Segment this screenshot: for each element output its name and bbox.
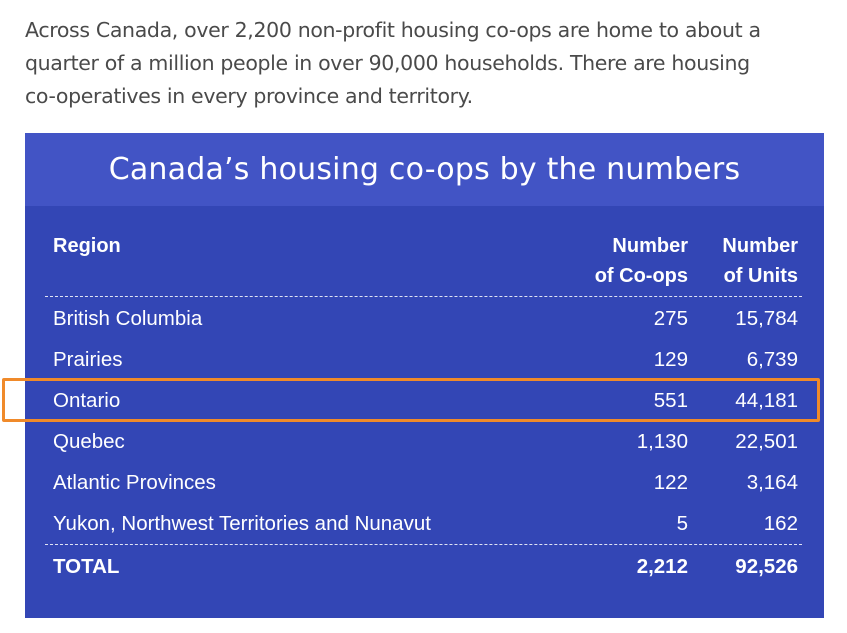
row-region: Prairies [53, 348, 123, 371]
header-region: Region [53, 235, 121, 257]
intro-paragraph: Across Canada, over 2,200 non-profit hou… [25, 14, 815, 113]
table-header-row: Region Number of Co-ops Number of Units [45, 206, 802, 296]
row-units: 3,164 [746, 471, 798, 494]
row-coops: 5 [676, 512, 688, 535]
row-region: Quebec [53, 430, 125, 453]
table-row: Atlantic Provinces 122 3,164 [45, 462, 802, 503]
intro-line: quarter of a million people in over 90,0… [25, 51, 750, 75]
table-row: Ontario 551 44,181 [45, 380, 802, 421]
header-units-line1: Number [722, 235, 798, 257]
card-header: Canada’s housing co-ops by the numbers [25, 133, 824, 206]
table-row: British Columbia 275 15,784 [45, 298, 802, 339]
row-units: 6,739 [746, 348, 798, 371]
header-number-of-units: Number of Units [688, 231, 798, 291]
row-region: Yukon, Northwest Territories and Nunavut [53, 512, 431, 535]
intro-line: co-operatives in every province and terr… [25, 84, 473, 108]
header-coops-line1: Number [612, 235, 688, 257]
table-row: Yukon, Northwest Territories and Nunavut… [45, 503, 802, 544]
total-label: TOTAL [53, 555, 120, 578]
row-coops: 122 [653, 471, 688, 494]
row-coops: 551 [653, 389, 688, 412]
intro-line: Across Canada, over 2,200 non-profit hou… [25, 18, 761, 42]
table-row: Prairies 129 6,739 [45, 339, 802, 380]
row-units: 15,784 [735, 307, 798, 330]
row-units: 22,501 [735, 430, 798, 453]
ontario-row-highlight [2, 378, 820, 422]
coop-stats-table: Region Number of Co-ops Number of Units … [45, 206, 802, 578]
card-title: Canada’s housing co-ops by the numbers [108, 152, 741, 187]
row-region: Atlantic Provinces [53, 471, 216, 494]
total-coops: 2,212 [636, 555, 688, 578]
total-units: 92,526 [735, 555, 798, 578]
row-coops: 129 [653, 348, 688, 371]
row-region: Ontario [53, 389, 121, 412]
table-total-row: TOTAL 2,212 92,526 [45, 546, 802, 587]
row-units: 162 [763, 512, 798, 535]
row-units: 44,181 [735, 389, 798, 412]
table-row: Quebec 1,130 22,501 [45, 421, 802, 462]
row-region: British Columbia [53, 307, 203, 330]
coop-stats-card: Canada’s housing co-ops by the numbers R… [25, 133, 824, 618]
row-coops: 1,130 [636, 430, 688, 453]
header-units-line2: of Units [723, 265, 798, 287]
header-coops-line2: of Co-ops [594, 265, 688, 287]
header-divider [45, 296, 802, 297]
total-divider [45, 544, 802, 545]
row-coops: 275 [653, 307, 688, 330]
header-number-of-coops: Number of Co-ops [548, 231, 688, 291]
